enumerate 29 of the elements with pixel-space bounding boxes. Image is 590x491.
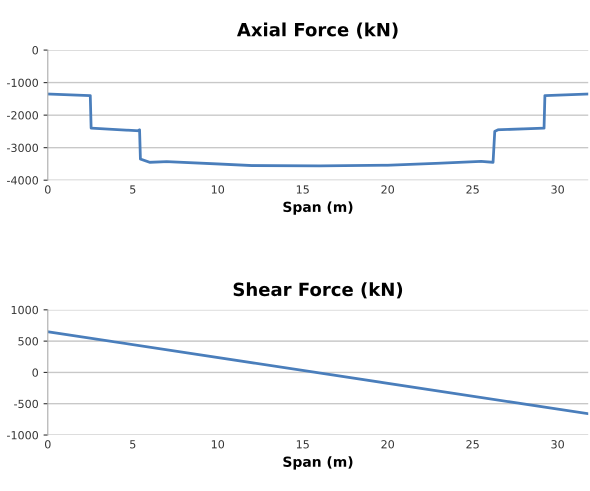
y-tick-label: -1000 [7,431,38,440]
y-tick-label: -2000 [7,111,38,120]
chart-title: Axial Force (kN) [236,22,398,39]
x-tick-label: 5 [130,185,136,194]
x-tick-label: 30 [551,440,564,448]
x-tick-label: 30 [551,185,564,194]
y-tick-label: 500 [18,337,38,346]
y-tick-label: 0 [32,46,38,54]
y-tick-label: -3000 [7,144,38,152]
x-tick-label: 10 [212,440,224,448]
line-series [48,92,588,168]
x-axis-title: Span (m) [283,456,352,470]
x-tick-label: 10 [212,185,224,194]
y-tick-label: 0 [32,368,38,377]
x-tick-label: 0 [44,185,51,194]
x-axis-title: Span (m) [283,201,352,215]
x-tick-label: 0 [44,440,51,448]
x-tick-label: 20 [381,440,394,448]
x-tick-label: 25 [466,440,479,448]
y-tick-label: 1000 [12,306,38,314]
x-tick-label: 15 [296,185,309,194]
x-tick-label: 25 [466,185,479,194]
y-tick-label: -500 [14,400,38,408]
x-tick-label: 20 [381,185,394,194]
x-tick-label: 5 [130,440,136,448]
y-tick-label: -4000 [7,176,38,185]
chart-title: Shear Force (kN) [234,282,402,298]
x-tick-label: 15 [296,440,309,448]
y-tick-label: -1000 [7,78,38,87]
